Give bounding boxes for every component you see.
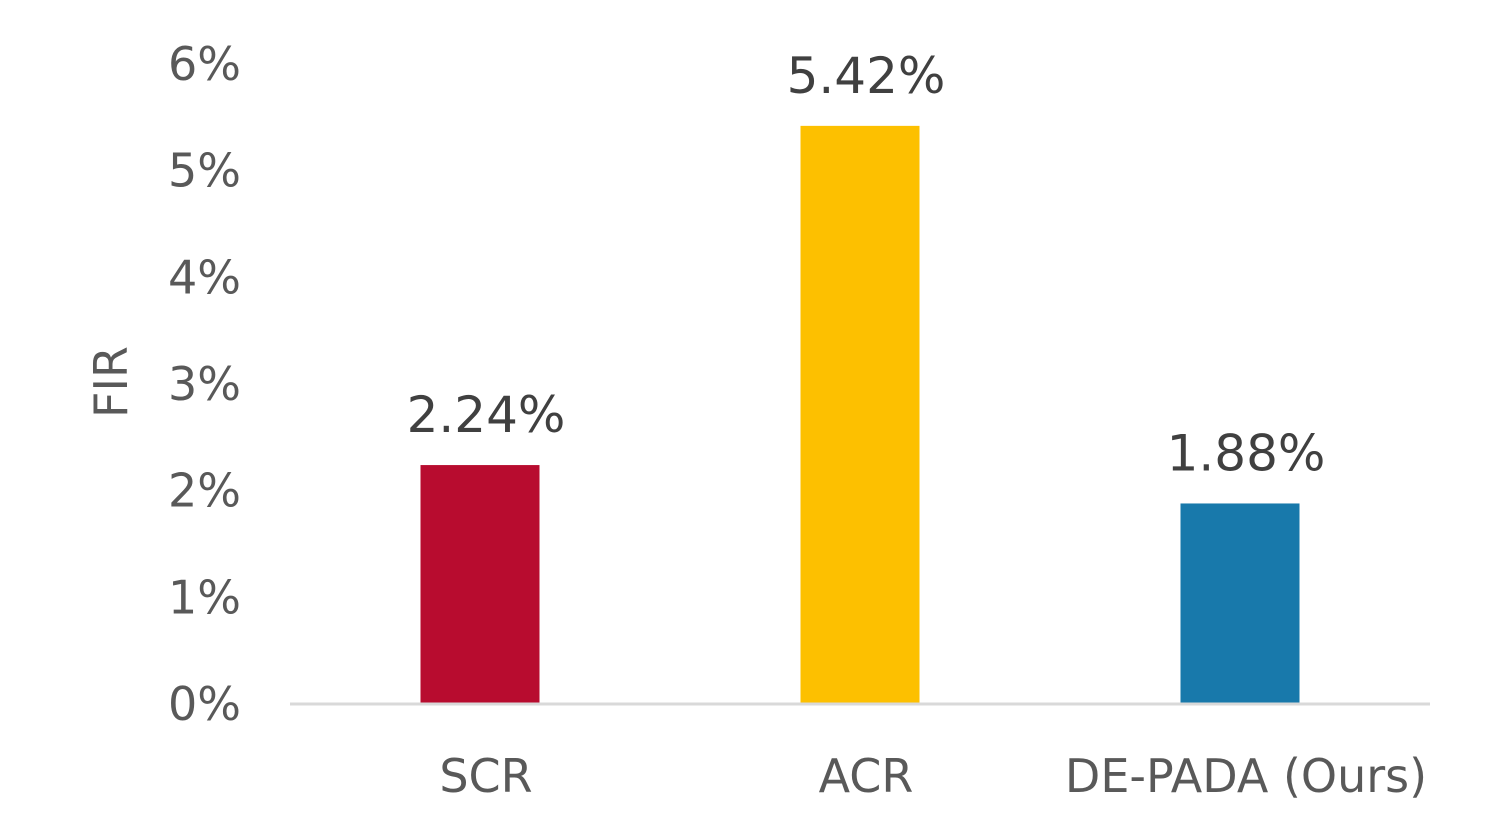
y-axis-title: FIR bbox=[84, 346, 138, 418]
y-tick-label: 2% bbox=[168, 464, 241, 518]
y-tick-label: 5% bbox=[168, 144, 241, 198]
bar-scr bbox=[420, 465, 540, 703]
x-tick-label: ACR bbox=[819, 749, 914, 803]
x-tick-label: DE-PADA (Ours) bbox=[1065, 749, 1427, 803]
bar-de-pada-ours bbox=[1180, 503, 1300, 703]
y-tick-label: 3% bbox=[168, 357, 241, 411]
y-tick-label: 1% bbox=[168, 570, 241, 624]
bar-acr bbox=[800, 125, 920, 703]
data-labels: 2.24% 5.42% 1.88% bbox=[407, 47, 1326, 483]
y-tick-label: 4% bbox=[168, 250, 241, 304]
data-label: 5.42% bbox=[787, 47, 946, 105]
y-tick-label: 6% bbox=[168, 37, 241, 91]
data-label: 2.24% bbox=[407, 386, 566, 444]
x-tick-label: SCR bbox=[439, 749, 532, 803]
y-axis-ticks: 0% 1% 2% 3% 4% 5% 6% bbox=[168, 37, 241, 731]
data-label: 1.88% bbox=[1167, 424, 1326, 482]
y-tick-label: 0% bbox=[168, 677, 241, 731]
x-axis-ticks: SCR ACR DE-PADA (Ours) bbox=[439, 749, 1427, 803]
bars bbox=[420, 125, 1300, 703]
